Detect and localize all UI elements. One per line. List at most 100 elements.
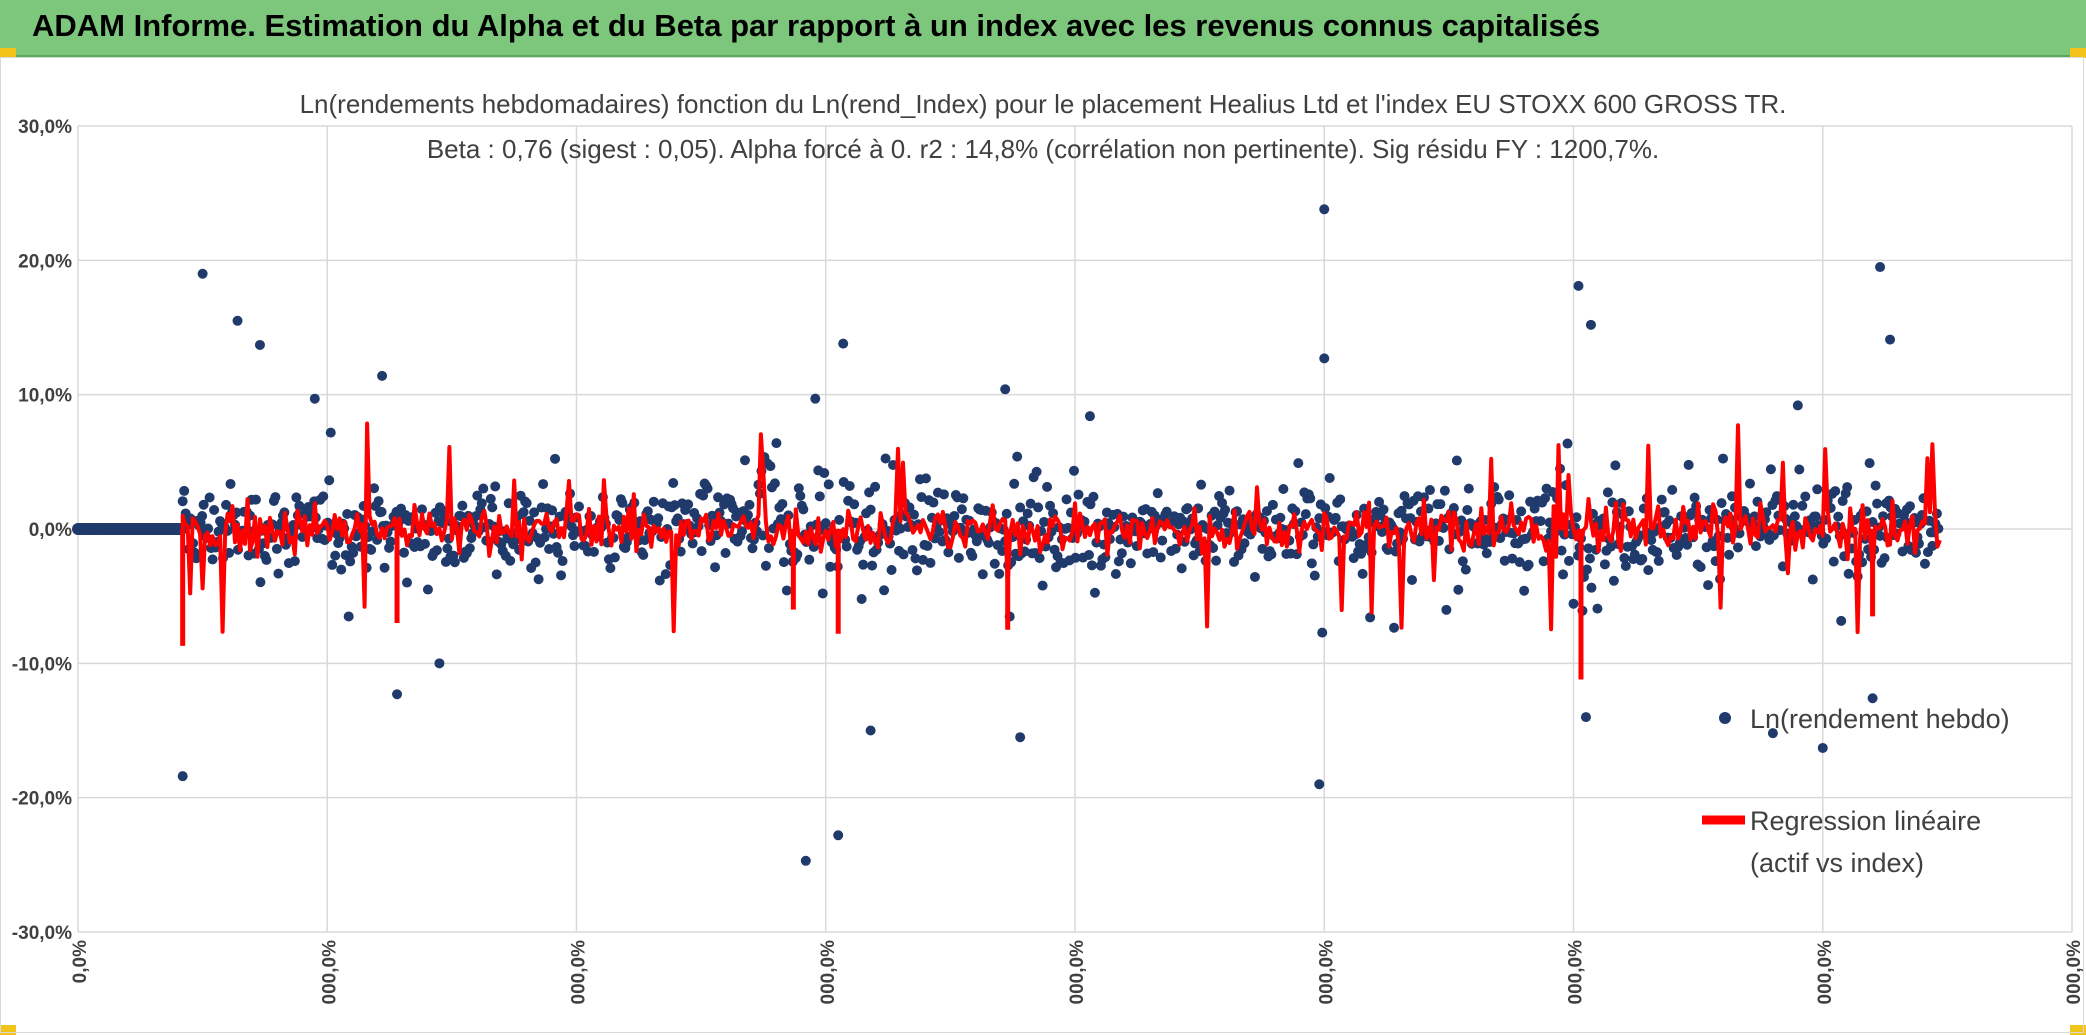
scatter-point [1063, 522, 1074, 533]
scatter-point [422, 584, 433, 595]
legend: Ln(rendement hebdo) Regression linéaire … [1702, 704, 2010, 878]
scatter-point [910, 553, 921, 564]
page-title: ADAM Informe. Estimation du Alpha et du … [32, 8, 1601, 43]
scatter-point [898, 549, 909, 560]
scatter-point [841, 541, 852, 552]
scatter-point [472, 490, 483, 501]
scatter-point [675, 546, 686, 557]
scatter-outlier [177, 771, 188, 782]
scatter-point [825, 561, 836, 572]
scatter-outlier [1015, 732, 1026, 743]
scatter-point [648, 496, 659, 507]
scatter-point [1161, 506, 1172, 517]
scatter-point [1481, 548, 1492, 559]
scatter-point [557, 556, 568, 567]
scatter-point [204, 492, 215, 503]
scatter-point [1504, 490, 1515, 501]
x-tick-label: 000,0% [569, 940, 590, 1005]
scatter-point [261, 554, 272, 565]
scatter-point [207, 554, 218, 565]
scatter-point [539, 532, 550, 543]
scatter-outlier [197, 268, 208, 279]
scatter-point [1435, 499, 1446, 510]
scatter-point [221, 499, 232, 510]
scatter-point [1836, 615, 1847, 626]
x-tick-label: 000,0% [1316, 940, 1337, 1005]
scatter-point [1878, 511, 1889, 522]
scatter-point [698, 490, 709, 501]
scatter-point [1765, 464, 1776, 475]
scatter-point [1306, 558, 1317, 569]
scatter-point [569, 541, 580, 552]
scatter-point [1110, 568, 1121, 579]
scatter-point [1653, 555, 1664, 566]
scatter-point [1620, 560, 1631, 571]
scatter-point [1558, 569, 1569, 580]
scatter-point [1088, 491, 1099, 502]
scatter-point [402, 577, 413, 588]
scatter-point [934, 526, 945, 537]
scatter-point [1396, 505, 1407, 516]
scatter-outlier [1585, 319, 1596, 330]
scatter-point [1224, 485, 1235, 496]
scatter-point [533, 574, 544, 585]
scatter-point [209, 505, 220, 516]
scatter-point [1085, 499, 1096, 510]
y-tick-label: -10,0% [12, 654, 72, 675]
scatter-point [1378, 504, 1389, 515]
scatter-point [1608, 575, 1619, 586]
scatter-point [1462, 504, 1473, 515]
scatter-point [524, 515, 535, 526]
scatter-point [419, 538, 430, 549]
scatter-point [369, 483, 380, 494]
scatter-outlier [434, 658, 445, 669]
scatter-point [1812, 484, 1823, 495]
scatter-outlier [1792, 400, 1803, 411]
chart-title: Ln(rendements hebdomadaires) fonction du… [300, 89, 1787, 119]
scatter-point [747, 543, 758, 554]
scatter-point [1794, 464, 1805, 475]
scatter-point [660, 569, 671, 580]
scatter-point [1113, 556, 1124, 567]
scatter-point [958, 493, 969, 504]
scatter-point [938, 489, 949, 500]
scatter-point [1610, 460, 1621, 471]
scatter-point [870, 481, 881, 492]
scatter-point [1599, 559, 1610, 570]
scatter-outlier [254, 339, 265, 350]
scatter-point [291, 492, 302, 503]
scatter-point [1667, 484, 1678, 495]
scatter-point [1744, 478, 1755, 489]
scatter-point [1418, 492, 1429, 503]
scatter-point [763, 543, 774, 554]
scatter-point [289, 556, 300, 567]
scatter-point [1592, 603, 1603, 614]
scatter-point [683, 499, 694, 510]
scatter-point [485, 493, 496, 504]
scatter-point [373, 496, 384, 507]
scatter-outlier [1875, 262, 1886, 273]
scatter-point [1308, 539, 1319, 550]
scatter-point [953, 552, 964, 563]
legend-label-regression: Regression linéaire [1750, 806, 1981, 836]
scatter-point [273, 568, 284, 579]
scatter-point [922, 540, 933, 551]
scatter-point [1828, 556, 1839, 567]
scatter-point [1671, 549, 1682, 560]
scatter-point [379, 562, 390, 573]
scatter-point [478, 483, 489, 494]
scatter-point [1155, 552, 1166, 563]
scatter-point [1448, 503, 1459, 514]
scatter-point [588, 546, 599, 557]
scatter-outlier [1767, 728, 1778, 739]
scatter-point [696, 546, 707, 557]
scatter-point [521, 498, 532, 509]
scatter-outlier [1573, 280, 1584, 291]
y-tick-label: 30,0% [18, 117, 72, 138]
scatter-point [490, 481, 501, 492]
scatter-point [198, 499, 209, 510]
scatter-point [1015, 502, 1026, 513]
scatter-point [318, 491, 329, 502]
scatter-point [431, 545, 442, 556]
scatter-point [1453, 584, 1464, 595]
